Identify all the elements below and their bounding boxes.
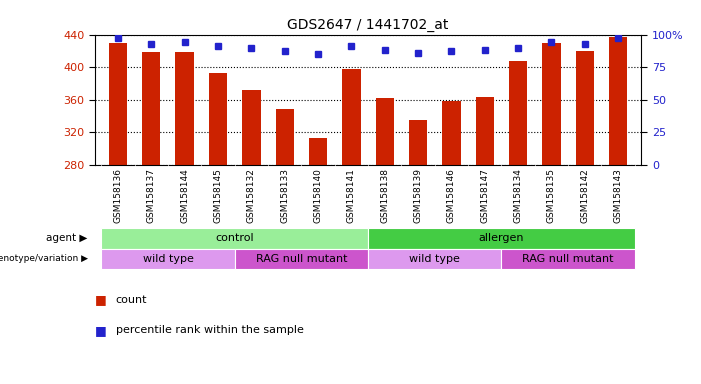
Bar	[235, 248, 368, 269]
Bar	[368, 248, 501, 269]
Text: genotype/variation ▶: genotype/variation ▶	[0, 254, 88, 263]
Bar	[609, 37, 627, 165]
Bar	[509, 61, 527, 165]
Text: GSM158133: GSM158133	[280, 168, 290, 223]
Text: GSM158135: GSM158135	[547, 168, 556, 223]
Text: ■: ■	[95, 324, 107, 337]
Text: GSM158134: GSM158134	[514, 168, 522, 223]
Bar	[576, 51, 594, 165]
Text: count: count	[116, 295, 147, 305]
Text: GSM158137: GSM158137	[147, 168, 156, 223]
Text: GSM158141: GSM158141	[347, 168, 356, 223]
Text: GSM158139: GSM158139	[414, 168, 423, 223]
Text: GSM158136: GSM158136	[114, 168, 123, 223]
Bar	[102, 228, 368, 248]
Bar	[368, 228, 634, 248]
Text: wild type: wild type	[142, 254, 193, 264]
Bar	[109, 43, 127, 165]
Text: RAG null mutant: RAG null mutant	[256, 254, 347, 264]
Title: GDS2647 / 1441702_at: GDS2647 / 1441702_at	[287, 18, 449, 32]
Text: GSM158143: GSM158143	[613, 168, 622, 223]
Text: wild type: wild type	[409, 254, 460, 264]
Text: percentile rank within the sample: percentile rank within the sample	[116, 325, 304, 335]
Text: ■: ■	[95, 293, 107, 306]
Bar	[309, 138, 327, 165]
Bar	[275, 109, 294, 165]
Text: GSM158145: GSM158145	[214, 168, 222, 223]
Bar	[342, 69, 360, 165]
Text: control: control	[215, 233, 254, 243]
Text: GSM158144: GSM158144	[180, 168, 189, 223]
Bar	[475, 97, 494, 165]
Bar	[102, 248, 235, 269]
Bar	[209, 73, 227, 165]
Bar	[409, 120, 427, 165]
Bar	[175, 53, 193, 165]
Text: allergen: allergen	[479, 233, 524, 243]
Bar	[242, 90, 261, 165]
Text: GSM158138: GSM158138	[380, 168, 389, 223]
Text: GSM158142: GSM158142	[580, 168, 590, 223]
Bar	[376, 98, 394, 165]
Text: GSM158146: GSM158146	[447, 168, 456, 223]
Text: GSM158132: GSM158132	[247, 168, 256, 223]
Text: agent ▶: agent ▶	[46, 233, 88, 243]
Bar	[543, 43, 561, 165]
Bar	[442, 101, 461, 165]
Bar	[501, 248, 634, 269]
Bar	[142, 53, 161, 165]
Text: GSM158140: GSM158140	[313, 168, 322, 223]
Text: GSM158147: GSM158147	[480, 168, 489, 223]
Text: RAG null mutant: RAG null mutant	[522, 254, 614, 264]
